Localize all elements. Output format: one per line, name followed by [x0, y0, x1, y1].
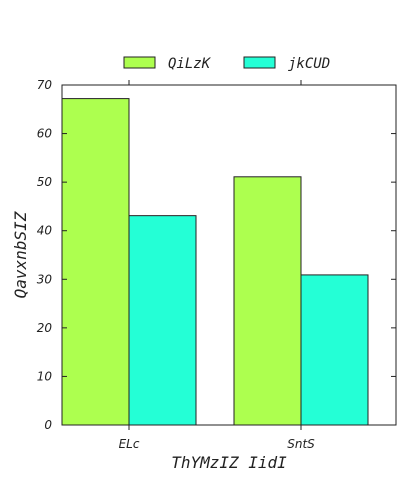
- y-tick-label: 10: [37, 369, 53, 383]
- x-axis: ELc SntS: [119, 80, 315, 451]
- legend: QiLzK jkCUD: [123, 56, 330, 72]
- bar-QiLzK-ELc: [61, 98, 130, 426]
- y-tick-label: 0: [44, 418, 52, 432]
- legend-swatch: [123, 56, 156, 69]
- x-tick-label: SntS: [287, 437, 315, 451]
- bar-jkCUD-ELc: [128, 215, 197, 426]
- legend-label: jkCUD: [288, 56, 330, 72]
- bar-jkCUD-SntS: [300, 274, 369, 426]
- y-axis-label: QavxnbSIZ: [11, 211, 30, 298]
- bar-QiLzK-SntS: [233, 176, 302, 426]
- y-tick-label: 40: [37, 224, 53, 238]
- legend-swatch: [243, 56, 276, 69]
- y-tick-label: 50: [37, 175, 53, 189]
- plot-frame: [61, 84, 397, 426]
- y-tick-label: 70: [37, 78, 53, 92]
- y-tick-label: 30: [37, 272, 53, 286]
- y-axis: 0 10 20 30 40 50 60 70: [37, 78, 396, 432]
- bars: [61, 98, 369, 426]
- y-tick-label: 60: [37, 127, 53, 141]
- x-axis-label: ThYMzIZ IidI: [171, 453, 287, 472]
- y-tick-label: 20: [37, 321, 53, 335]
- x-tick-label: ELc: [119, 437, 140, 451]
- legend-label: QiLzK: [168, 56, 212, 72]
